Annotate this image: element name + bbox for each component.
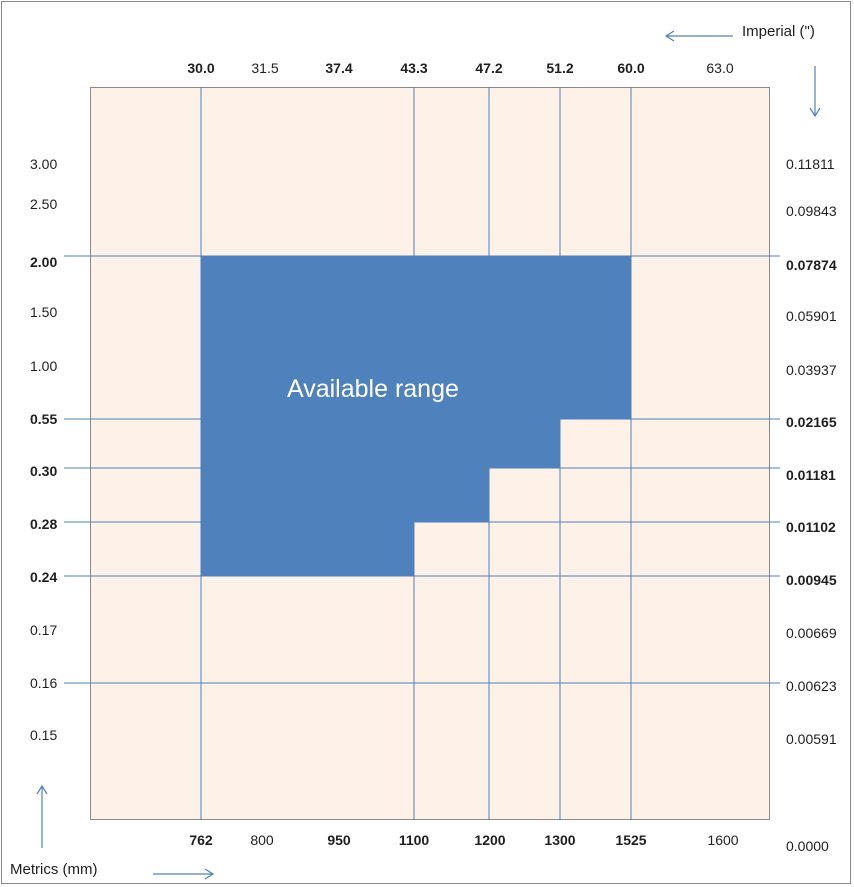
imperial-arrows	[664, 30, 821, 118]
metric-thickness-tick-label: 0.15	[30, 727, 58, 743]
metric-width-tick-label: 762	[189, 832, 213, 848]
imperial-thickness-tick-label: 0.11811	[786, 156, 835, 172]
imperial-width-tick-label: 31.5	[251, 60, 279, 76]
available-range-label: Available range	[287, 375, 459, 403]
imperial-width-tick-label: 47.2	[475, 60, 503, 76]
imperial-width-tick-label: 37.4	[325, 60, 353, 76]
imperial-width-tick-label: 60.0	[617, 60, 645, 76]
imperial-thickness-tick-label: 0.01102	[786, 519, 836, 535]
imperial-thickness-tick-label: 0.0000	[786, 838, 829, 854]
imperial-width-tick-label: 43.3	[400, 60, 428, 76]
imperial-axis-label: Imperial (")	[742, 23, 815, 40]
imperial-thickness-tick-label: 0.00669	[786, 625, 837, 641]
metric-width-tick-label: 1100	[398, 832, 430, 848]
metric-thickness-tick-label: 0.28	[30, 516, 58, 532]
imperial-thickness-tick-label: 0.09843	[786, 203, 837, 219]
metric-width-tick-label: 1300	[544, 832, 576, 848]
metric-thickness-tick-label: 2.50	[30, 196, 58, 212]
metric-width-tick-label: 1200	[474, 832, 506, 848]
metric-thickness-tick-label: 0.24	[30, 569, 58, 585]
metric-width-tick-label: 1600	[707, 832, 739, 848]
metric-thickness-tick-label: 0.17	[30, 622, 58, 638]
vertical-gridlines	[200, 87, 632, 820]
imperial-thickness-tick-label: 0.07874	[786, 257, 837, 273]
imperial-thickness-tick-label: 0.02165	[786, 414, 837, 430]
imperial-thickness-tick-label: 0.00945	[786, 572, 837, 588]
metric-width-tick-label: 950	[327, 832, 351, 848]
horizontal-gridlines	[64, 255, 780, 684]
metrics-right-arrow-head	[204, 868, 215, 880]
metrics-up-arrow-head	[36, 784, 48, 795]
metric-thickness-tick-label: 3.00	[30, 156, 58, 172]
imperial-thickness-tick-label: 0.00623	[786, 678, 837, 694]
imperial-thickness-tick-label: 0.01181	[786, 467, 836, 483]
metric-width-tick-label: 800	[250, 832, 274, 848]
metrics-axis-label: Metrics (mm)	[10, 861, 98, 878]
imperial-width-tick-label: 30.0	[187, 60, 215, 76]
metric-thickness-tick-label: 0.30	[30, 463, 58, 479]
metric-thickness-tick-label: 1.50	[30, 304, 58, 320]
metrics-arrows	[36, 784, 215, 880]
metric-width-tick-label: 1525	[615, 832, 647, 848]
imperial-thickness-tick-label: 0.05901	[786, 308, 837, 324]
imperial-width-tick-label: 51.2	[546, 60, 574, 76]
imperial-thickness-tick-label: 0.03937	[786, 362, 837, 378]
metric-thickness-tick-label: 0.16	[30, 675, 58, 691]
metric-thickness-tick-label: 0.55	[30, 411, 58, 427]
imperial-thickness-tick-label: 0.00591	[786, 731, 837, 747]
metric-thickness-tick-label: 2.00	[30, 254, 58, 270]
imperial-down-arrow-head	[809, 107, 821, 118]
available-range-region	[201, 256, 631, 576]
imperial-left-arrow-head	[664, 30, 675, 42]
metric-thickness-tick-label: 1.00	[30, 358, 58, 374]
imperial-width-tick-label: 63.0	[706, 60, 734, 76]
